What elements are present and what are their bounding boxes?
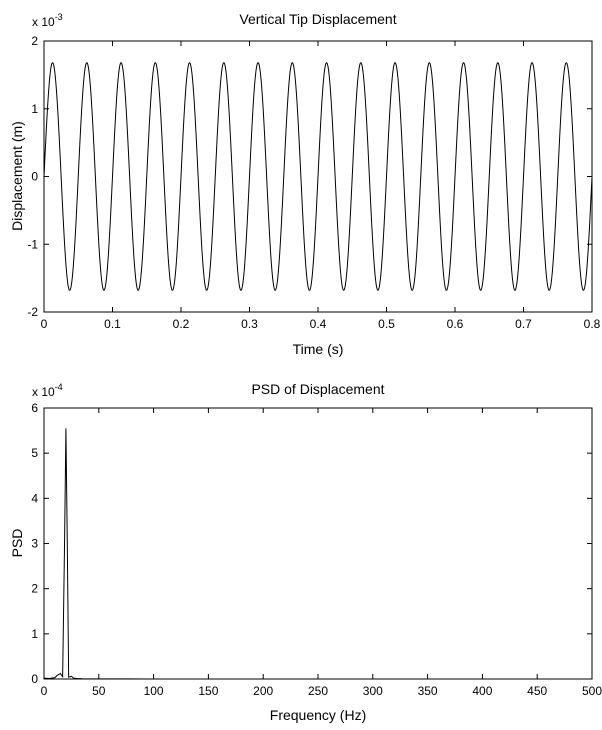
- psd-chart-yticks: 0 1 2 3 4 5 6: [31, 401, 592, 686]
- psd-xtick-label: 200: [253, 684, 273, 698]
- psd-chart-exponent-power: -4: [55, 382, 63, 392]
- displacement-ytick-label: 2: [31, 34, 38, 48]
- displacement-chart-title: Vertical Tip Displacement: [239, 11, 396, 27]
- displacement-xtick-label: 0: [41, 317, 48, 331]
- psd-ytick-label: 4: [31, 491, 38, 505]
- displacement-ytick-label: 0: [31, 170, 38, 184]
- displacement-chart-ylabel: Displacement (m): [9, 121, 25, 231]
- psd-ytick-label: 0: [31, 672, 38, 686]
- psd-series-line: [43, 428, 592, 680]
- psd-chart-xlabel: Frequency (Hz): [270, 707, 366, 723]
- psd-xtick-label: 50: [92, 684, 106, 698]
- psd-chart-exponent-base: x 10: [32, 385, 55, 399]
- displacement-xtick-label: 0.2: [173, 317, 190, 331]
- psd-xtick-label: 350: [418, 684, 438, 698]
- psd-xtick-label: 450: [527, 684, 547, 698]
- displacement-chart-xlabel: Time (s): [293, 341, 344, 357]
- displacement-ytick-label: 1: [31, 102, 38, 116]
- displacement-xtick-label: 0.6: [447, 317, 464, 331]
- psd-chart-exponent: x 10-4: [32, 382, 63, 399]
- psd-xtick-label: 250: [308, 684, 328, 698]
- psd-chart: PSD of Displacement x 10-4 0 50 100 150 200 2…: [9, 381, 602, 723]
- displacement-chart-exponent-base: x 10: [32, 15, 55, 29]
- psd-ytick-label: 5: [31, 446, 38, 460]
- psd-ytick-label: 6: [31, 401, 38, 415]
- psd-xtick-label: 100: [144, 684, 164, 698]
- displacement-chart-xticks: 0 0.1 0.2 0.3 0.4 0.5 0.6 0.7 0.8: [41, 41, 601, 331]
- displacement-xtick-label: 0.8: [584, 317, 601, 331]
- psd-xtick-label: 300: [363, 684, 383, 698]
- psd-ytick-label: 2: [31, 582, 38, 596]
- displacement-xtick-label: 0.3: [241, 317, 258, 331]
- displacement-xtick-label: 0.7: [515, 317, 532, 331]
- psd-chart-xticks: 0 50 100 150 200 250 300 350 400 450 500: [41, 408, 602, 698]
- displacement-xtick-label: 0.4: [310, 317, 327, 331]
- psd-chart-frame: [43, 407, 593, 680]
- psd-xtick-label: 500: [582, 684, 602, 698]
- displacement-series-line: [43, 62, 593, 291]
- displacement-chart-exponent-power: -3: [55, 12, 63, 22]
- displacement-chart-yticks: -2 -1 0 1 2: [27, 34, 592, 319]
- displacement-chart-exponent: x 10-3: [32, 12, 63, 29]
- displacement-ytick-label: -1: [27, 237, 38, 251]
- displacement-xtick-label: 0.5: [378, 317, 395, 331]
- psd-xtick-label: 0: [41, 684, 48, 698]
- psd-chart-title: PSD of Displacement: [251, 381, 384, 397]
- displacement-xtick-label: 0.1: [104, 317, 121, 331]
- psd-chart-ylabel: PSD: [9, 529, 25, 558]
- displacement-chart: Vertical Tip Displacement x 10-3 0 0.1 0.2…: [9, 11, 601, 357]
- psd-xtick-label: 150: [198, 684, 218, 698]
- psd-ytick-label: 1: [31, 627, 38, 641]
- displacement-ytick-label: -2: [27, 305, 38, 319]
- psd-xtick-label: 400: [472, 684, 492, 698]
- psd-ytick-label: 3: [31, 537, 38, 551]
